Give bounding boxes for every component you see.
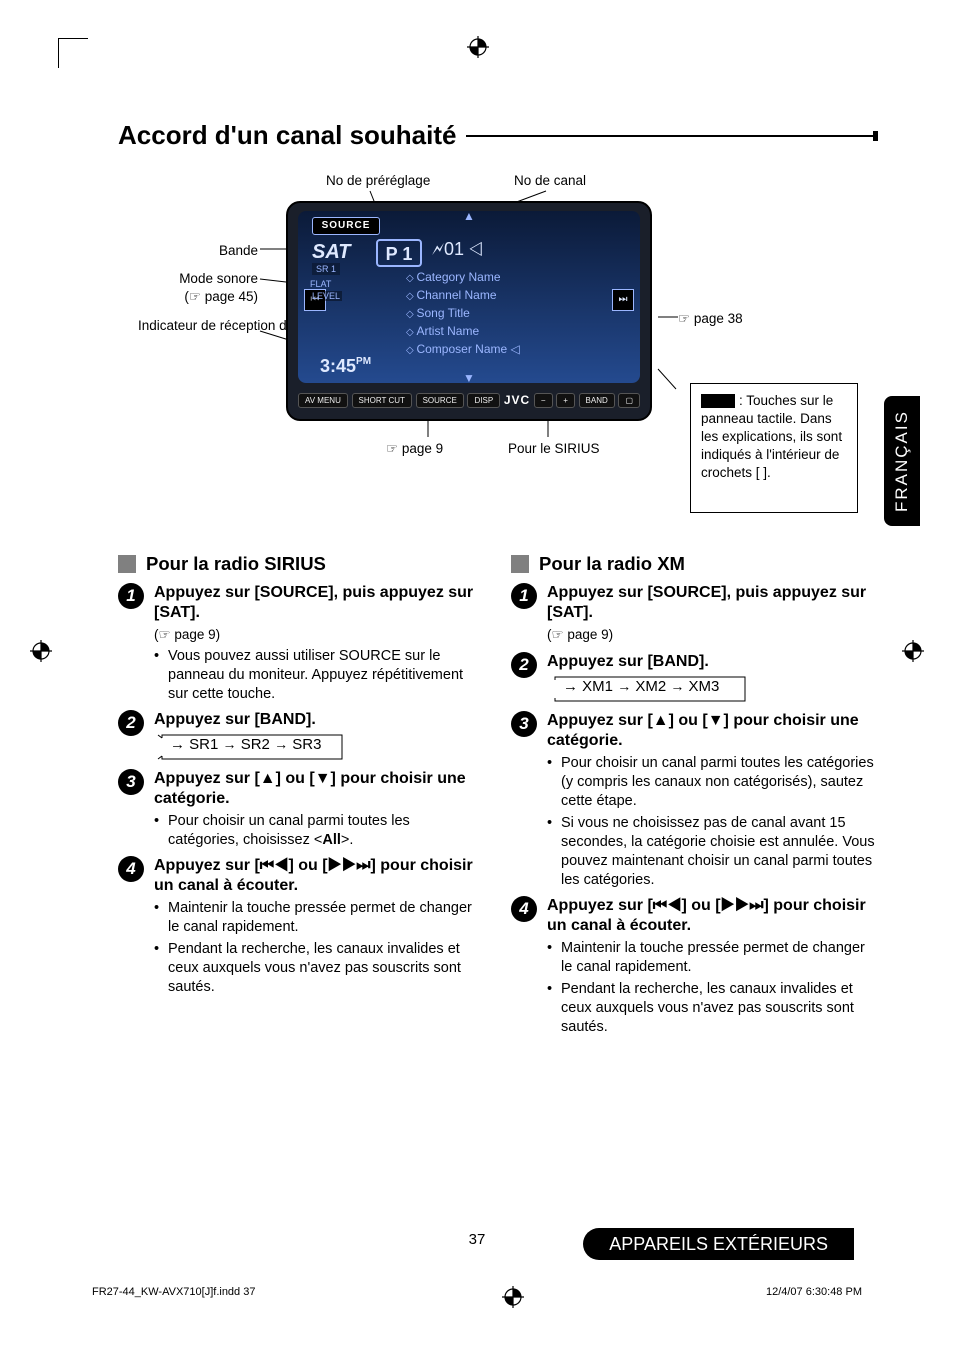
preset-box[interactable]: P 1 <box>376 239 422 267</box>
left-heading: Pour la radio SIRIUS <box>118 553 483 575</box>
minus-button[interactable]: − <box>534 393 553 408</box>
up-icon[interactable]: ▲ <box>463 209 475 223</box>
step-bullet: Pour choisir un canal parmi toutes les c… <box>154 812 483 850</box>
step-bullet: Pendant la recherche, les canaux invalid… <box>547 980 876 1037</box>
registration-mark-right <box>902 640 924 662</box>
info-list: Category Name Channel Name Song Title Ar… <box>406 269 520 359</box>
step-bullet: Maintenir la touche pressée permet de ch… <box>547 939 876 977</box>
list-item: Composer Name ◁ <box>406 341 520 359</box>
flat-label: FLAT <box>310 279 331 289</box>
list-item: Song Title <box>406 305 520 323</box>
step-number: 3 <box>118 769 144 795</box>
step-title: Appuyez sur [⏮◀] ou [▶▶⏭] pour choisir u… <box>154 856 483 896</box>
title-rule <box>466 135 876 137</box>
registration-mark-left <box>30 640 52 662</box>
left-column: Pour la radio SIRIUS 1 Appuyez sur [SOUR… <box>118 553 483 1043</box>
step-number: 2 <box>118 710 144 736</box>
step-number: 1 <box>511 583 537 609</box>
language-tab: FRANÇAIS <box>884 396 920 526</box>
shortcut-button[interactable]: SHORT CUT <box>352 393 412 408</box>
source-button[interactable]: SOURCE <box>312 217 380 235</box>
list-item: Channel Name <box>406 287 520 305</box>
heading-bullet-icon <box>118 555 136 573</box>
step-title: Appuyez sur [▲] ou [▼] pour choisir une … <box>154 769 483 809</box>
section-title-row: Accord d'un canal souhaité <box>118 120 876 151</box>
step-number: 4 <box>118 856 144 882</box>
right-heading-text: Pour la radio XM <box>539 553 685 575</box>
step: 4 Appuyez sur [⏮◀] ou [▶▶⏭] pour choisir… <box>511 896 876 1037</box>
touch-note-box: : Touches sur le panneau tactile. Dans l… <box>690 383 858 513</box>
channel-number: 🗲01 ◁ <box>432 239 483 260</box>
step-bullet: Maintenir la touche pressée permet de ch… <box>154 899 483 937</box>
sat-label: SAT <box>312 241 351 264</box>
next-track-button[interactable]: ⏭ <box>612 289 634 311</box>
step: 3 Appuyez sur [▲] ou [▼] pour choisir un… <box>511 711 876 890</box>
step: 1 Appuyez sur [SOURCE], puis appuyez sur… <box>118 583 483 704</box>
step: 1 Appuyez sur [SOURCE], puis appuyez sur… <box>511 583 876 646</box>
step-bullet: Si vous ne choisissez pas de canal avant… <box>547 814 876 890</box>
right-column: Pour la radio XM 1 Appuyez sur [SOURCE],… <box>511 553 876 1043</box>
down-icon[interactable]: ▼ <box>463 371 475 385</box>
footer-meta: FR27-44_KW-AVX710[J]f.indd 37 12/4/07 6:… <box>92 1286 862 1304</box>
brand-logo: JVC <box>504 393 530 407</box>
step-bullet: Pour choisir un canal parmi toutes les c… <box>547 754 876 811</box>
heading-bullet-icon <box>511 555 529 573</box>
step-number: 1 <box>118 583 144 609</box>
step: 3 Appuyez sur [▲] ou [▼] pour choisir un… <box>118 769 483 850</box>
time-display: 3:45PM <box>320 356 371 377</box>
step-title: Appuyez sur [BAND]. <box>154 710 483 730</box>
step-number: 3 <box>511 711 537 737</box>
step-title: Appuyez sur [▲] ou [▼] pour choisir une … <box>547 711 876 751</box>
radio-bottom-bar: AV MENU SHORT CUT SOURCE DISP JVC − + BA… <box>298 385 640 415</box>
list-item: Artist Name <box>406 323 520 341</box>
step-title: Appuyez sur [SOURCE], puis appuyez sur [… <box>154 583 483 623</box>
footer-left: FR27-44_KW-AVX710[J]f.indd 37 <box>92 1286 255 1304</box>
step-number: 2 <box>511 652 537 678</box>
step: 4 Appuyez sur [⏮◀] ou [▶▶⏭] pour choisir… <box>118 856 483 997</box>
band-flow: → XM1 → XM2 → XM3 <box>547 676 876 699</box>
step: 2 Appuyez sur [BAND]. → SR1 → SR2 → SR3 <box>118 710 483 763</box>
section-footer-pill: APPAREILS EXTÉRIEURS <box>583 1228 854 1260</box>
diagram: No de préréglage No de canal Bande Mode … <box>118 179 858 549</box>
level-label: LEVEL <box>310 291 342 301</box>
eject-button[interactable]: ▢ <box>618 393 640 408</box>
step-bullet: Pendant la recherche, les canaux invalid… <box>154 940 483 997</box>
band-button[interactable]: BAND <box>579 393 615 408</box>
list-item: Category Name <box>406 269 520 287</box>
radio-screen: SOURCE SAT SR 1 P 1 🗲01 ◁ Category Name … <box>298 211 640 383</box>
time-value: 3:45 <box>320 356 356 376</box>
footer-right: 12/4/07 6:30:48 PM <box>766 1286 862 1304</box>
band-flow: → SR1 → SR2 → SR3 <box>154 734 483 757</box>
registration-mark-top <box>467 36 489 58</box>
left-heading-text: Pour la radio SIRIUS <box>146 553 326 575</box>
step: 2 Appuyez sur [BAND]. → XM1 → XM2 → XM3 <box>511 652 876 705</box>
disp-button[interactable]: DISP <box>467 393 500 408</box>
crop-mark-tl <box>58 38 88 68</box>
registration-mark-bottom <box>502 1286 520 1304</box>
step-bullet: Vous pouvez aussi utiliser SOURCE sur le… <box>154 647 483 704</box>
step-number: 4 <box>511 896 537 922</box>
step-title: Appuyez sur [SOURCE], puis appuyez sur [… <box>547 583 876 623</box>
section-title: Accord d'un canal souhaité <box>118 120 456 151</box>
plus-button[interactable]: + <box>556 393 575 408</box>
step-title: Appuyez sur [BAND]. <box>547 652 876 672</box>
blank-swatch <box>701 394 735 408</box>
step-title: Appuyez sur [⏮◀] ou [▶▶⏭] pour choisir u… <box>547 896 876 936</box>
radio-unit: SOURCE SAT SR 1 P 1 🗲01 ◁ Category Name … <box>286 201 652 421</box>
sat-sub-label: SR 1 <box>312 263 340 275</box>
right-heading: Pour la radio XM <box>511 553 876 575</box>
av-menu-button[interactable]: AV MENU <box>298 393 348 408</box>
step-ref: (☞ page 9) <box>547 625 876 644</box>
step-ref: (☞ page 9) <box>154 625 483 644</box>
source-bottom-button[interactable]: SOURCE <box>416 393 464 408</box>
instruction-columns: Pour la radio SIRIUS 1 Appuyez sur [SOUR… <box>118 553 876 1043</box>
